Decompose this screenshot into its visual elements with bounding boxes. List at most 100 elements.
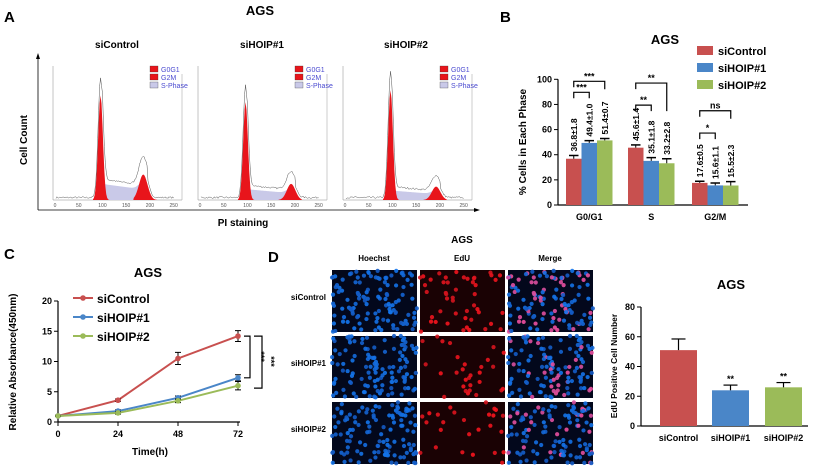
cell-nucleus xyxy=(517,315,523,320)
cell-nucleus xyxy=(340,368,345,373)
cell-nucleus xyxy=(345,430,350,436)
cell-nucleus xyxy=(585,374,590,380)
legend-label: siControl xyxy=(718,46,766,58)
cell-nucleus xyxy=(529,280,534,285)
histogram-trace xyxy=(345,71,464,199)
histogram-x-tick: 150 xyxy=(412,203,421,209)
cell-nucleus xyxy=(330,292,336,297)
cell-nucleus xyxy=(579,364,584,369)
cell-nucleus xyxy=(417,275,423,280)
g2m-peak xyxy=(133,174,158,200)
cell-nucleus xyxy=(387,413,392,418)
cell-nucleus xyxy=(471,303,477,308)
microscopy-title: AGS xyxy=(451,235,473,246)
cell-nucleus xyxy=(413,460,418,466)
panel-letter-a: A xyxy=(4,9,15,26)
cell-nucleus xyxy=(550,362,555,367)
histogram-legend-swatch xyxy=(149,65,159,73)
cell-nucleus xyxy=(333,432,338,437)
panel-d-bar-chart: AGS EdU Positive Cell Number 0 20 40 60 80 si… xyxy=(609,277,808,443)
cell-nucleus xyxy=(335,406,340,411)
cell-nucleus xyxy=(356,460,361,465)
cell-nucleus xyxy=(536,336,541,342)
cell-nucleus xyxy=(509,328,514,334)
histogram-x-tick: 200 xyxy=(146,203,155,209)
cell-nucleus xyxy=(512,289,517,295)
histogram-x-tick: 50 xyxy=(76,203,82,209)
cell-nucleus xyxy=(559,296,564,302)
y-tick-label: 20 xyxy=(625,391,635,401)
cell-nucleus xyxy=(373,328,378,333)
cell-nucleus xyxy=(342,452,347,457)
micrograph-siHOIP#1-Hoechst xyxy=(330,333,419,400)
cell-nucleus xyxy=(541,420,546,425)
cell-nucleus xyxy=(357,321,362,326)
cell-nucleus xyxy=(511,362,516,367)
cell-nucleus xyxy=(521,319,526,325)
micrograph-siControl-Hoechst xyxy=(329,268,419,334)
cell-nucleus xyxy=(371,415,376,420)
cell-nucleus xyxy=(463,388,468,394)
cell-nucleus xyxy=(537,273,543,278)
cell-nucleus xyxy=(555,432,560,437)
panel-c-y-label: Relative Absorbance(450nm) xyxy=(8,294,19,431)
y-tick-label: 15 xyxy=(42,326,52,336)
cell-nucleus xyxy=(354,394,359,399)
cell-nucleus xyxy=(590,345,595,350)
cell-nucleus xyxy=(542,352,547,357)
cell-nucleus xyxy=(511,406,516,411)
histogram-legend-label: S-Phase xyxy=(451,83,478,90)
cell-nucleus xyxy=(409,282,414,287)
cell-nucleus xyxy=(330,433,335,438)
significance-bracket xyxy=(244,335,251,379)
micrograph-background xyxy=(420,402,505,464)
significance-mark: *** xyxy=(266,356,276,367)
cell-nucleus xyxy=(554,287,559,292)
cell-nucleus xyxy=(349,334,354,339)
cell-nucleus xyxy=(540,410,545,415)
cell-nucleus xyxy=(409,343,415,348)
cell-nucleus xyxy=(584,420,589,425)
significance-mark: * xyxy=(706,123,710,133)
cell-nucleus xyxy=(532,422,537,428)
cell-nucleus xyxy=(585,282,590,287)
significance-mark: *** xyxy=(576,82,587,92)
cell-nucleus xyxy=(516,319,522,324)
cell-nucleus xyxy=(433,319,438,325)
significance-bracket xyxy=(254,335,263,389)
cell-nucleus xyxy=(385,442,390,448)
bar-siControl xyxy=(660,350,697,426)
g0g1-peak xyxy=(92,95,110,200)
cell-nucleus xyxy=(582,385,587,391)
data-label: 33.2±2.8 xyxy=(662,121,672,154)
cell-nucleus xyxy=(529,420,534,425)
cell-nucleus xyxy=(341,387,346,392)
cell-nucleus xyxy=(581,408,586,413)
cell-nucleus xyxy=(568,453,573,458)
cell-nucleus xyxy=(583,401,588,406)
cell-nucleus xyxy=(573,357,578,362)
cell-nucleus xyxy=(398,365,404,371)
cell-nucleus xyxy=(461,417,467,423)
cell-nucleus xyxy=(373,455,378,460)
bar-siControl xyxy=(628,147,644,205)
cell-nucleus xyxy=(508,313,513,318)
bar-siHOIP#2 xyxy=(597,140,613,205)
x-arrow-icon xyxy=(474,208,480,212)
cell-nucleus xyxy=(401,455,407,460)
cell-nucleus xyxy=(396,298,401,303)
line-siHOIP#1 xyxy=(57,376,239,417)
cell-nucleus xyxy=(561,318,567,323)
cell-nucleus xyxy=(433,445,438,450)
panel-letter-b: B xyxy=(500,9,511,26)
cell-nucleus xyxy=(533,321,538,326)
significance-mark: *** xyxy=(584,71,595,81)
cell-nucleus xyxy=(413,423,418,428)
cell-nucleus xyxy=(562,301,567,307)
cell-nucleus xyxy=(558,370,564,375)
cell-nucleus xyxy=(576,353,581,359)
cell-nucleus xyxy=(438,427,443,432)
cell-nucleus xyxy=(501,450,506,455)
cell-nucleus xyxy=(389,370,394,375)
